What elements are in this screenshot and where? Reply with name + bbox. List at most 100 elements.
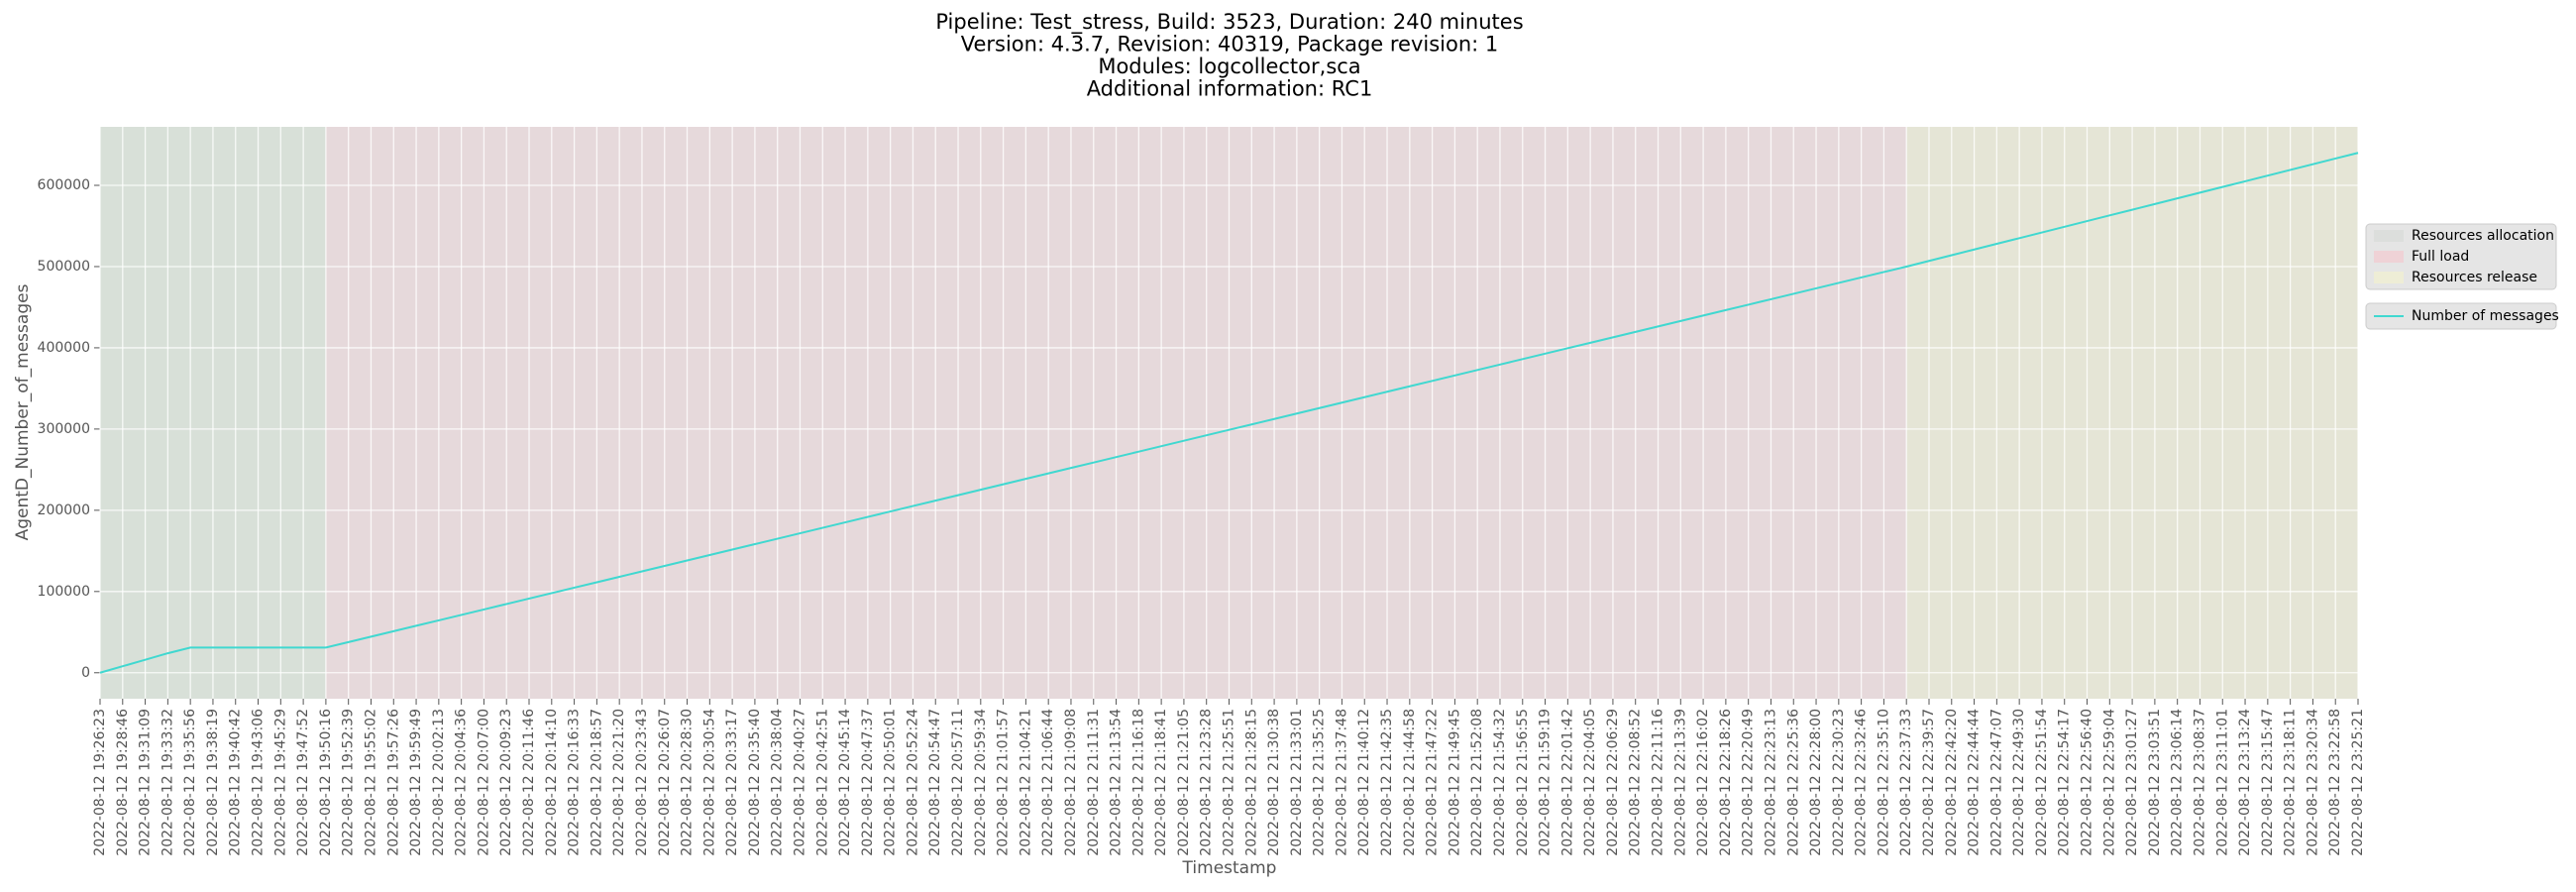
x-tick-label: 2022-08-12 21:54:32	[1492, 709, 1508, 856]
x-tick-label: 2022-08-12 19:52:39	[341, 709, 357, 856]
x-tick-label: 2022-08-12 21:16:18	[1130, 709, 1146, 856]
y-tick-label: 300000	[38, 421, 90, 437]
x-tick-label: 2022-08-12 19:28:46	[115, 709, 131, 856]
x-tick-label: 2022-08-12 22:35:10	[1876, 709, 1891, 856]
x-tick-label: 2022-08-12 21:49:45	[1447, 709, 1462, 856]
x-tick-label: 2022-08-12 20:59:34	[973, 709, 989, 856]
x-tick-label: 2022-08-12 21:47:22	[1425, 709, 1441, 856]
x-tick-label: 2022-08-12 20:50:01	[883, 709, 899, 856]
x-tick-label: 2022-08-12 23:06:14	[2170, 709, 2186, 856]
x-tick-label: 2022-08-12 22:20:49	[1741, 709, 1757, 856]
x-tick-label: 2022-08-12 20:47:37	[860, 709, 876, 856]
x-tick-label: 2022-08-12 20:52:24	[905, 709, 920, 856]
x-tick-label: 2022-08-12 22:25:36	[1785, 709, 1801, 856]
x-tick-label: 2022-08-12 22:13:39	[1672, 709, 1688, 856]
x-tick-label: 2022-08-12 23:15:47	[2260, 709, 2276, 856]
x-tick-label: 2022-08-12 19:59:49	[408, 709, 424, 856]
x-tick-label: 2022-08-12 23:11:01	[2214, 709, 2230, 856]
legend-swatch	[2374, 251, 2404, 263]
x-tick-label: 2022-08-12 21:11:31	[1086, 709, 1102, 856]
x-tick-label: 2022-08-12 23:18:11	[2283, 709, 2299, 856]
x-tick-label: 2022-08-12 21:59:19	[1538, 709, 1554, 856]
x-tick-label: 2022-08-12 21:56:55	[1515, 709, 1531, 856]
x-tick-label: 2022-08-12 22:11:16	[1651, 709, 1666, 856]
x-axis-label: Timestamp	[1182, 858, 1277, 878]
legend-label: Full load	[2412, 249, 2469, 265]
x-tick-label: 2022-08-12 20:40:27	[792, 709, 807, 856]
x-tick-label: 2022-08-12 22:30:23	[1831, 709, 1847, 856]
x-tick-label: 2022-08-12 19:33:32	[160, 709, 175, 856]
y-axis-label: AgentD_Number_of_messages	[13, 283, 33, 540]
x-tick-label: 2022-08-12 19:50:16	[318, 709, 334, 856]
x-tick-label: 2022-08-12 21:13:54	[1109, 709, 1125, 856]
x-tick-label: 2022-08-12 23:22:58	[2327, 709, 2343, 856]
series-legend: Number of messages	[2365, 302, 2559, 330]
x-tick-label: 2022-08-12 23:25:21	[2350, 709, 2366, 856]
x-tick-label: 2022-08-12 19:35:56	[182, 709, 198, 856]
legend-label: Resources allocation	[2412, 228, 2554, 244]
x-tick-label: 2022-08-12 19:47:52	[295, 709, 311, 856]
x-tick-label: 2022-08-12 20:33:17	[724, 709, 740, 856]
x-tick-label: 2022-08-12 22:56:40	[2080, 709, 2095, 856]
x-tick-label: 2022-08-12 21:37:48	[1334, 709, 1349, 856]
x-tick-label: 2022-08-12 22:04:05	[1582, 709, 1598, 856]
y-tick-label: 200000	[38, 502, 90, 518]
x-tick-label: 2022-08-12 20:14:10	[544, 709, 560, 856]
legend-box	[2365, 302, 2557, 330]
x-tick-label: 2022-08-12 21:21:05	[1176, 709, 1192, 856]
x-tick-label: 2022-08-12 21:25:51	[1222, 709, 1237, 856]
x-tick-label: 2022-08-12 19:26:23	[92, 709, 108, 856]
x-tick-label: 2022-08-12 21:30:38	[1266, 709, 1282, 856]
x-tick-label: 2022-08-12 22:23:13	[1763, 709, 1778, 856]
x-tick-label: 2022-08-12 19:57:26	[385, 709, 401, 856]
y-tick-label: 400000	[38, 340, 90, 356]
x-tick-label: 2022-08-12 20:16:33	[567, 709, 583, 856]
x-tick-label: 2022-08-12 22:28:00	[1808, 709, 1824, 856]
x-tick-label: 2022-08-12 21:04:21	[1018, 709, 1033, 856]
x-tick-label: 2022-08-12 20:04:36	[454, 709, 470, 856]
x-tick-label: 2022-08-12 19:45:29	[272, 709, 288, 856]
x-tick-label: 2022-08-12 21:52:08	[1469, 709, 1485, 856]
x-tick-label: 2022-08-12 19:31:09	[138, 709, 154, 856]
x-tick-label: 2022-08-12 21:33:01	[1289, 709, 1305, 856]
x-tick-label: 2022-08-12 22:42:20	[1944, 709, 1960, 856]
x-tick-label: 2022-08-12 20:21:20	[611, 709, 627, 856]
chart-title: Additional information: RC1	[1087, 77, 1373, 101]
data-line	[99, 152, 2359, 674]
x-tick-label: 2022-08-12 22:54:17	[2057, 709, 2073, 856]
x-tick-label: 2022-08-12 20:09:23	[498, 709, 514, 856]
x-tick-label: 2022-08-12 23:13:24	[2237, 709, 2253, 856]
x-tick-label: 2022-08-12 20:11:46	[521, 709, 537, 856]
y-tick-label: 500000	[38, 259, 90, 275]
x-tick-label: 2022-08-12 21:44:58	[1402, 709, 1418, 856]
x-tick-label: 2022-08-12 22:06:29	[1605, 709, 1621, 856]
x-tick-label: 2022-08-12 22:59:04	[2101, 709, 2117, 856]
x-tick-label: 2022-08-12 21:09:08	[1063, 709, 1079, 856]
legend-swatch	[2374, 272, 2404, 283]
x-tick-label: 2022-08-12 19:40:42	[228, 709, 244, 856]
x-tick-label: 2022-08-12 22:01:42	[1559, 709, 1575, 856]
x-tick-label: 2022-08-12 23:20:34	[2305, 709, 2320, 856]
x-tick-label: 2022-08-12 22:32:46	[1854, 709, 1870, 856]
x-tick-label: 2022-08-12 19:43:06	[251, 709, 267, 856]
x-tick-label: 2022-08-12 20:54:47	[927, 709, 943, 856]
legend-swatch	[2374, 230, 2404, 242]
chart-title: Version: 4.3.7, Revision: 40319, Package…	[961, 33, 1499, 56]
x-tick-label: 2022-08-12 22:44:44	[1967, 709, 1983, 856]
x-tick-label: 2022-08-12 20:18:57	[589, 709, 604, 856]
phase-legend: Resources allocation Full load Resources r…	[2365, 223, 2557, 290]
y-tick-label: 100000	[38, 584, 90, 600]
x-tick-label: 2022-08-12 22:16:02	[1695, 709, 1711, 856]
chart-title: Modules: logcollector,sca	[1098, 55, 1360, 78]
x-tick-label: 2022-08-12 20:38:04	[770, 709, 786, 856]
x-tick-label: 2022-08-12 20:57:11	[950, 709, 966, 856]
x-tick-label: 2022-08-12 21:35:25	[1312, 709, 1328, 856]
x-tick-label: 2022-08-12 22:39:57	[1921, 709, 1937, 856]
x-tick-label: 2022-08-12 20:26:07	[657, 709, 673, 856]
chart-title: Pipeline: Test_stress, Build: 3523, Dura…	[935, 10, 1523, 35]
x-tick-label: 2022-08-12 20:07:00	[476, 709, 491, 856]
x-tick-label: 2022-08-12 19:55:02	[363, 709, 378, 856]
x-tick-label: 2022-08-12 20:35:40	[747, 709, 763, 856]
